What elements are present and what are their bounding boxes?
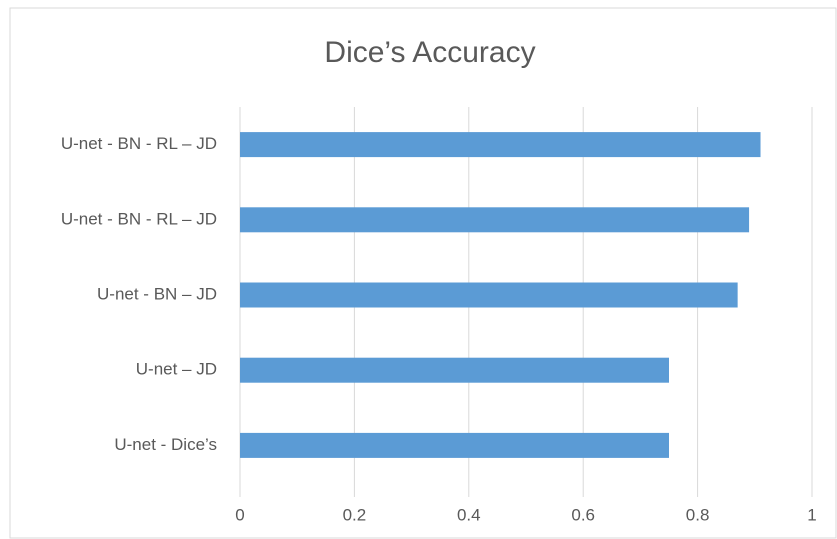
bar xyxy=(240,357,669,383)
x-tick-label: 0.8 xyxy=(686,505,710,524)
bar xyxy=(240,207,750,233)
chart-title: Dice’s Accuracy xyxy=(324,36,535,69)
bar xyxy=(240,132,761,158)
y-tick-label: U-net - Dice’s xyxy=(114,435,217,454)
x-tick-label: 1 xyxy=(807,505,816,524)
chart-frame xyxy=(9,7,837,539)
x-tick-label: 0 xyxy=(235,505,244,524)
y-tick-label: U-net - BN - RL – JD xyxy=(61,209,217,228)
y-tick-label: U-net - BN - RL – JD xyxy=(61,134,217,153)
y-tick-label: U-net – JD xyxy=(136,360,217,379)
x-tick-label: 0.2 xyxy=(343,505,367,524)
bar xyxy=(240,432,669,458)
x-tick-label: 0.4 xyxy=(457,505,481,524)
y-tick-label: U-net - BN – JD xyxy=(97,284,217,303)
x-tick-label: 0.6 xyxy=(571,505,595,524)
bar xyxy=(240,282,738,308)
